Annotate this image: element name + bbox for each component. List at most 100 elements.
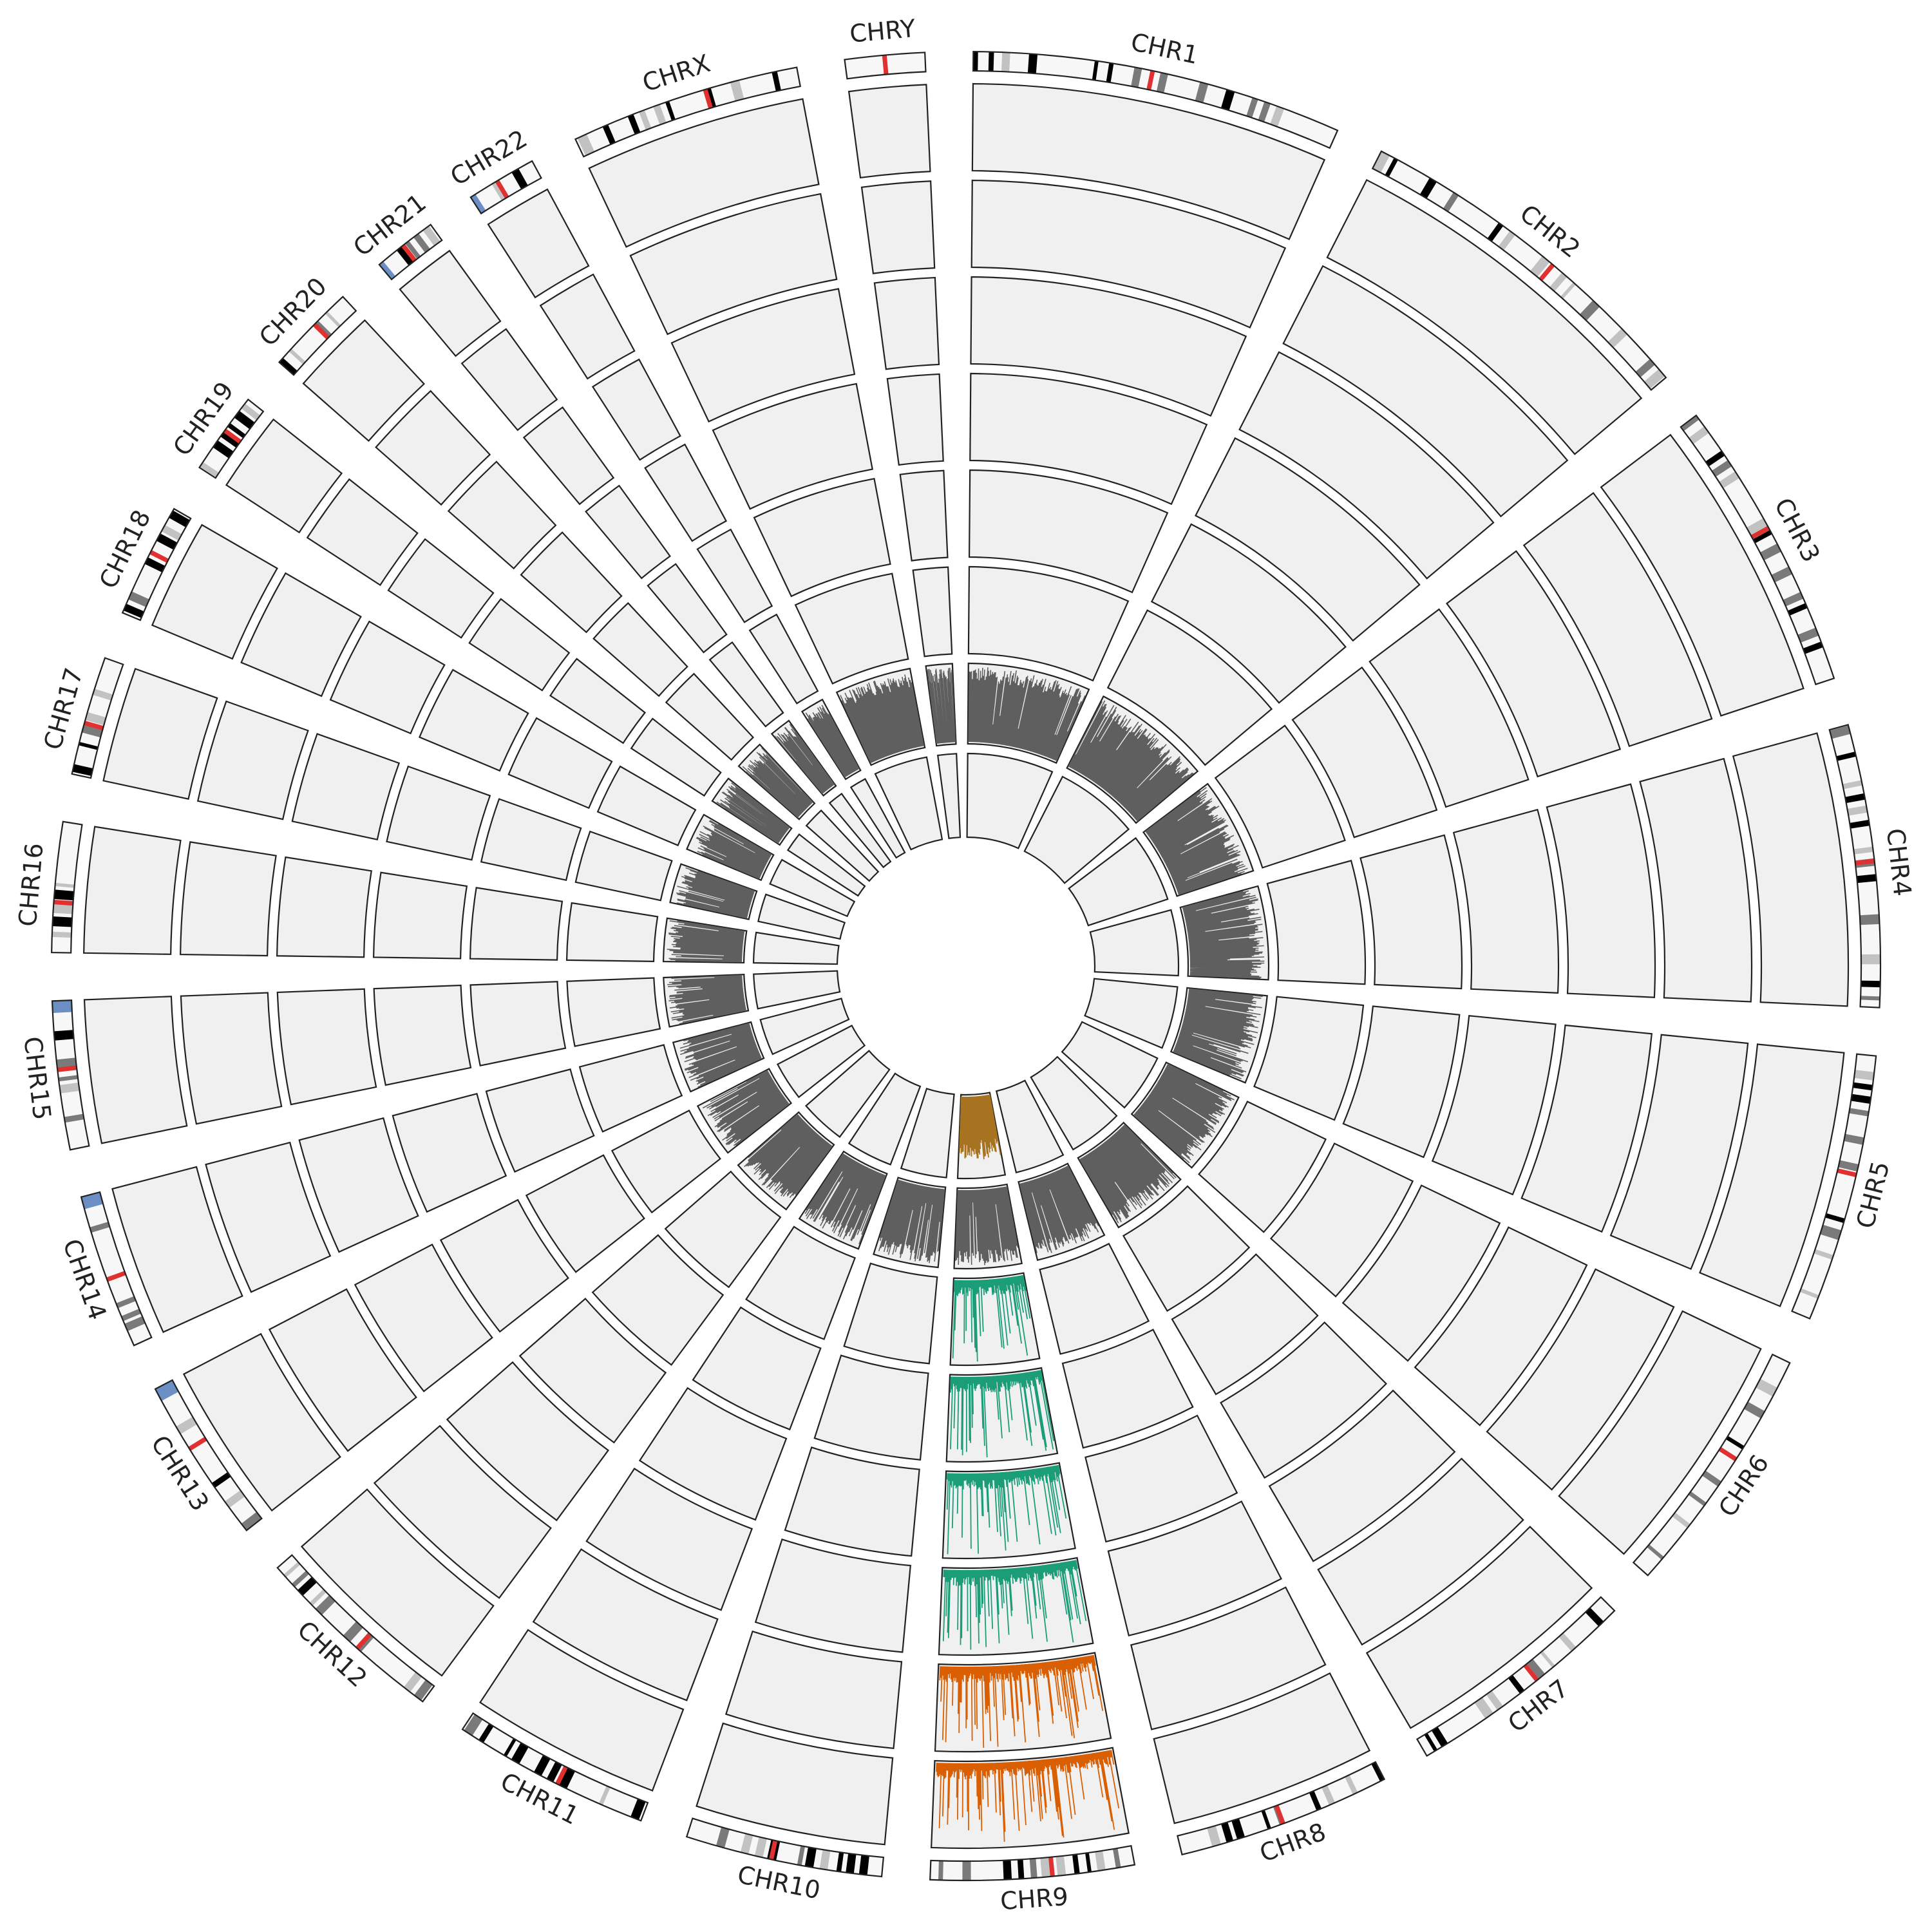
cytoband bbox=[123, 603, 144, 618]
cytoband bbox=[715, 1827, 730, 1848]
chromosome-label-chr16: CHR16 bbox=[13, 842, 48, 927]
track-cell bbox=[1558, 1310, 1762, 1555]
track-background bbox=[480, 798, 582, 881]
track-background bbox=[804, 1050, 891, 1138]
track-cell bbox=[786, 833, 866, 897]
cytoband bbox=[176, 1417, 197, 1434]
track-background bbox=[843, 1262, 938, 1365]
track-cell bbox=[532, 1548, 719, 1701]
track-cell bbox=[759, 998, 850, 1056]
chromosome-sector-chr8 bbox=[995, 1079, 1371, 1824]
track-cell bbox=[873, 276, 940, 370]
track-background bbox=[1368, 608, 1530, 808]
track-cell bbox=[899, 469, 949, 562]
track-background bbox=[752, 931, 840, 965]
cytoband bbox=[1309, 1790, 1322, 1811]
track-cell bbox=[1068, 837, 1169, 927]
track-cell bbox=[745, 1226, 857, 1340]
cytoband bbox=[1830, 725, 1851, 739]
track-cell bbox=[1171, 1253, 1319, 1396]
cytoband bbox=[1853, 1082, 1873, 1091]
ideogram-background bbox=[687, 1818, 884, 1877]
track-cell bbox=[298, 1117, 419, 1253]
track-background bbox=[375, 390, 491, 506]
track-background bbox=[298, 1117, 419, 1253]
track-cell bbox=[669, 863, 758, 920]
cytoband bbox=[58, 1075, 79, 1082]
track-cell bbox=[805, 809, 880, 882]
track-cell bbox=[1342, 1005, 1461, 1159]
track-cell bbox=[1061, 1021, 1159, 1109]
track-background bbox=[665, 672, 755, 761]
cytoband bbox=[1498, 231, 1515, 251]
track-cell bbox=[953, 1183, 1023, 1270]
histogram-bars bbox=[667, 974, 746, 1025]
centromere-band bbox=[1146, 70, 1155, 90]
track-background bbox=[180, 992, 283, 1125]
cytoband bbox=[1424, 1733, 1438, 1752]
cytoband bbox=[988, 52, 994, 71]
chromosome-sector-chr15 bbox=[83, 970, 841, 1144]
cytoband bbox=[1371, 1762, 1384, 1782]
track-background bbox=[468, 598, 571, 692]
track-cell bbox=[585, 1467, 753, 1611]
track-background bbox=[912, 566, 953, 658]
track-cell bbox=[647, 563, 728, 654]
track-cell bbox=[804, 1050, 891, 1138]
track-background bbox=[748, 613, 819, 705]
track-cell bbox=[588, 98, 820, 248]
track-background bbox=[776, 1025, 866, 1099]
track-background bbox=[1089, 909, 1180, 977]
ideogram-outline bbox=[278, 296, 357, 376]
ideogram-chr20 bbox=[278, 296, 357, 376]
track-cell bbox=[225, 418, 343, 534]
ideogram-outline bbox=[461, 1712, 649, 1822]
cytoband bbox=[846, 1853, 857, 1874]
cytoband bbox=[1027, 53, 1038, 74]
ideogram-outline bbox=[378, 223, 443, 281]
track-background bbox=[387, 538, 495, 639]
chromosome-label-chr1: CHR1 bbox=[1128, 28, 1201, 70]
track-cell bbox=[949, 1272, 1041, 1367]
track-cell bbox=[240, 572, 362, 697]
track-background bbox=[1282, 265, 1569, 518]
cytoband bbox=[1106, 62, 1114, 83]
cytoband bbox=[1579, 300, 1600, 321]
track-background bbox=[522, 406, 615, 506]
cytoband bbox=[1540, 1651, 1555, 1668]
track-cell bbox=[1269, 1142, 1414, 1298]
cytoband bbox=[938, 1861, 943, 1880]
track-cell bbox=[578, 1044, 683, 1133]
centromere-band bbox=[355, 1632, 372, 1650]
cytoband bbox=[1585, 1607, 1604, 1627]
histogram-bars bbox=[774, 724, 835, 795]
ideogram-chr10 bbox=[685, 1817, 885, 1878]
track-background bbox=[1106, 609, 1273, 766]
track-background bbox=[240, 572, 362, 697]
cytoband bbox=[1838, 1160, 1859, 1172]
track-background bbox=[630, 717, 722, 797]
track-background bbox=[828, 792, 892, 869]
track-background bbox=[942, 1462, 1076, 1560]
centromere-band bbox=[1048, 1857, 1055, 1877]
track-background bbox=[1122, 1185, 1251, 1312]
ideogram-chr22 bbox=[469, 160, 542, 215]
track-background bbox=[205, 1141, 332, 1293]
cytoband bbox=[1474, 1697, 1493, 1719]
track-background bbox=[753, 478, 891, 598]
ideogram-background bbox=[1372, 151, 1666, 390]
cytoband bbox=[82, 723, 103, 738]
centromere-band bbox=[223, 428, 242, 444]
ideogram-chr6 bbox=[1632, 1353, 1791, 1577]
track-background bbox=[1153, 1672, 1371, 1824]
cytoband bbox=[55, 882, 75, 888]
track-cell bbox=[942, 1462, 1076, 1560]
track-background bbox=[805, 809, 880, 882]
cytoband bbox=[1643, 369, 1665, 389]
track-background bbox=[967, 565, 1130, 682]
track-background bbox=[591, 1234, 724, 1366]
ideogram-outline bbox=[1632, 1353, 1791, 1577]
ideogram-chr14 bbox=[80, 1191, 153, 1347]
track-cell bbox=[969, 372, 1208, 506]
track-background bbox=[479, 1629, 685, 1792]
